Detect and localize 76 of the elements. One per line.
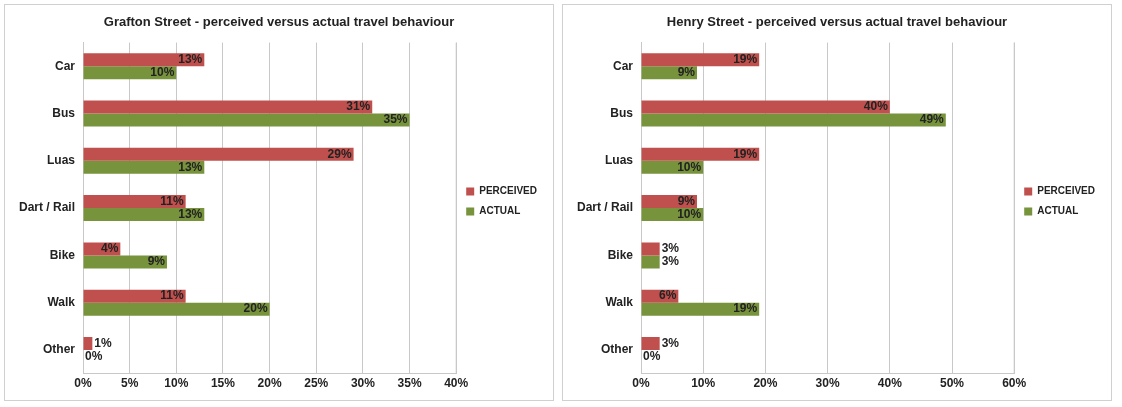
data-label: 11% xyxy=(160,193,184,208)
data-label: 20% xyxy=(243,301,268,316)
data-label: 9% xyxy=(677,65,696,80)
x-tick-label: 15% xyxy=(210,376,236,391)
y-tick-label: Bus xyxy=(52,105,76,120)
data-label: 31% xyxy=(346,99,371,114)
bar xyxy=(83,336,93,350)
bar xyxy=(83,100,373,114)
bar xyxy=(83,113,410,127)
legend-label: PERCEIVED xyxy=(1037,185,1095,197)
y-tick-label: Luas xyxy=(605,153,634,168)
bar xyxy=(83,195,186,209)
bar xyxy=(641,100,890,114)
x-tick-label: 50% xyxy=(939,376,965,391)
data-label: 19% xyxy=(733,146,758,161)
x-tick-label: 0% xyxy=(632,376,651,391)
bar xyxy=(83,147,354,161)
x-tick-label: 0% xyxy=(74,376,93,391)
x-tick-label: 60% xyxy=(1002,376,1027,391)
x-tick-label: 40% xyxy=(444,376,469,391)
y-tick-label: Other xyxy=(601,342,634,357)
chart-title: Henry Street - perceived versus actual travel behaviour xyxy=(666,14,1008,30)
data-label: 13% xyxy=(178,52,203,67)
legend-label: ACTUAL xyxy=(479,205,521,217)
x-tick-label: 20% xyxy=(753,376,778,391)
bar xyxy=(641,242,660,256)
x-tick-label: 10% xyxy=(691,376,716,391)
y-tick-label: Walk xyxy=(605,294,634,309)
data-label: 4% xyxy=(100,241,119,256)
data-label: 9% xyxy=(147,254,166,269)
y-tick-label: Car xyxy=(55,58,76,73)
data-label: 10% xyxy=(150,65,175,80)
data-label: 13% xyxy=(178,159,203,174)
y-tick-label: Bike xyxy=(607,247,634,262)
chart-title: Grafton Street - perceived versus actual travel behaviour xyxy=(103,14,455,30)
data-label: 3% xyxy=(661,241,680,256)
legend-label: ACTUAL xyxy=(1037,205,1079,217)
data-label: 13% xyxy=(178,206,203,221)
x-tick-label: 20% xyxy=(257,376,282,391)
data-label: 11% xyxy=(160,288,184,303)
y-tick-label: Other xyxy=(43,342,76,357)
data-label: 49% xyxy=(919,112,945,127)
data-label: 40% xyxy=(863,99,889,114)
x-tick-label: 25% xyxy=(304,376,329,391)
y-tick-label: Bike xyxy=(49,247,76,262)
y-tick-label: Luas xyxy=(47,153,76,168)
data-label: 3% xyxy=(661,254,680,269)
x-tick-label: 30% xyxy=(815,376,840,391)
x-tick-label: 10% xyxy=(164,376,189,391)
data-label: 3% xyxy=(661,335,680,350)
data-label: 0% xyxy=(643,348,661,363)
y-tick-label: Bus xyxy=(610,105,634,120)
data-label: 6% xyxy=(658,288,677,303)
bar xyxy=(641,113,946,127)
x-tick-label: 40% xyxy=(877,376,903,391)
legend-label: PERCEIVED xyxy=(479,185,537,197)
bar xyxy=(641,336,660,350)
data-label: 19% xyxy=(733,301,758,316)
data-label: 10% xyxy=(677,206,702,221)
y-tick-label: Walk xyxy=(47,294,76,309)
bar xyxy=(83,302,270,316)
y-tick-label: Dart / Rail xyxy=(577,200,634,215)
data-label: 35% xyxy=(383,112,408,127)
x-tick-label: 35% xyxy=(397,376,422,391)
x-tick-label: 5% xyxy=(120,376,139,391)
x-tick-label: 30% xyxy=(350,376,376,391)
bar xyxy=(641,255,660,269)
y-tick-label: Dart / Rail xyxy=(19,200,76,215)
data-label: 29% xyxy=(327,146,352,161)
data-label: 1% xyxy=(94,335,113,350)
data-label: 10% xyxy=(677,159,702,174)
data-label: 0% xyxy=(85,348,103,363)
data-label: 19% xyxy=(733,52,758,67)
y-tick-label: Car xyxy=(613,58,634,73)
data-label: 9% xyxy=(677,193,696,208)
bar xyxy=(83,289,186,303)
